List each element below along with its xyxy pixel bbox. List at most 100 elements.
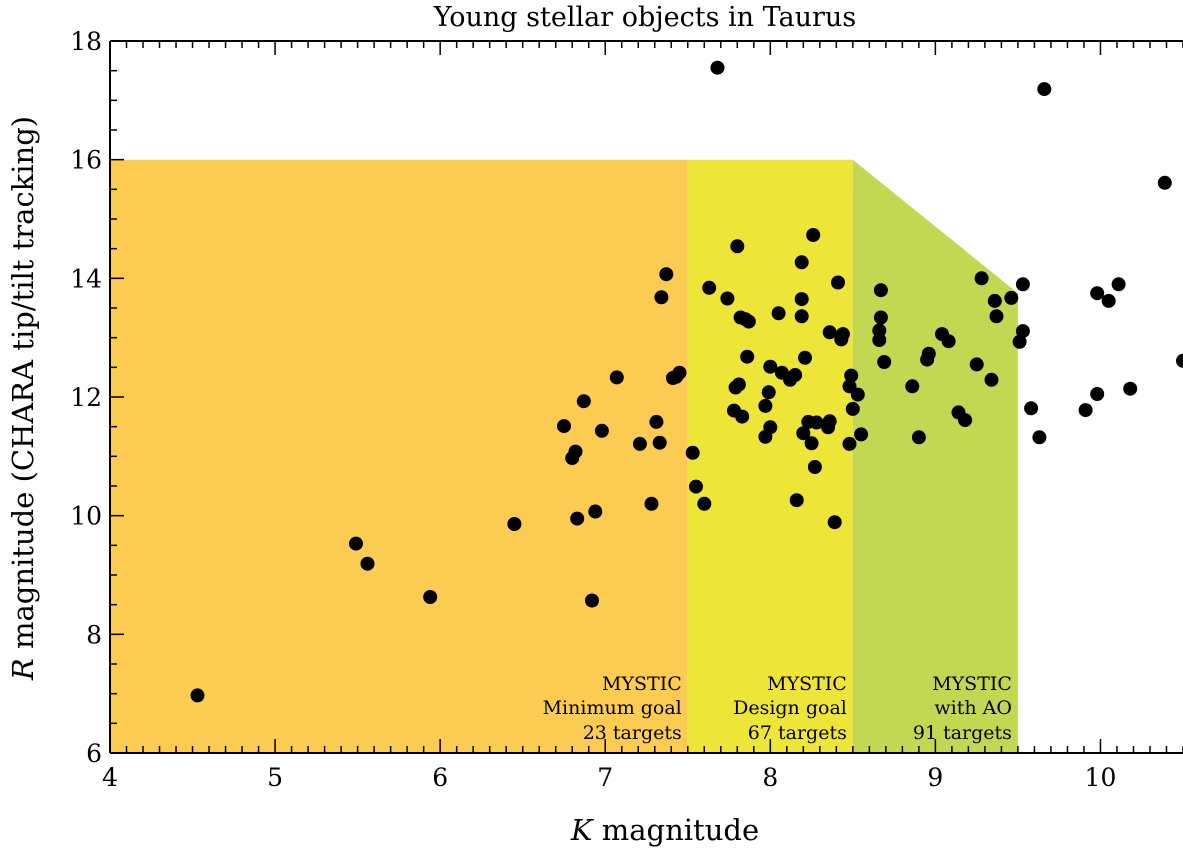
region-2-label-line-2: Design goal bbox=[733, 697, 847, 719]
data-point bbox=[685, 445, 700, 460]
y-axis-title-text: magnitude (CHARA tip/tilt tracking) bbox=[6, 116, 40, 658]
region-1-label-line-3: 23 targets bbox=[583, 722, 682, 744]
data-point bbox=[844, 368, 859, 383]
data-point bbox=[854, 427, 869, 442]
data-point bbox=[1015, 324, 1030, 339]
data-point bbox=[831, 275, 845, 290]
data-point bbox=[1078, 403, 1093, 418]
data-point bbox=[1111, 277, 1126, 292]
y-axis-title: R magnitude (CHARA tip/tilt tracking) bbox=[6, 116, 40, 681]
data-point bbox=[557, 419, 571, 434]
data-point bbox=[740, 349, 755, 364]
data-points bbox=[190, 60, 1183, 703]
region-3-label-line-2: with AO bbox=[934, 697, 1012, 719]
data-point bbox=[809, 415, 824, 430]
data-point bbox=[1101, 293, 1116, 308]
data-point bbox=[594, 423, 609, 438]
data-point bbox=[1012, 334, 1027, 349]
data-point bbox=[921, 346, 936, 361]
data-point bbox=[788, 368, 803, 382]
y-tick-label: 18 bbox=[70, 27, 102, 56]
data-point bbox=[741, 314, 756, 329]
x-axis-title: K magnitude bbox=[570, 813, 759, 847]
y-tick-label: 6 bbox=[86, 739, 102, 768]
data-point bbox=[735, 409, 750, 424]
data-point bbox=[570, 511, 585, 526]
data-point bbox=[877, 355, 892, 369]
data-point bbox=[702, 280, 717, 295]
data-point bbox=[632, 436, 647, 451]
data-point bbox=[798, 350, 812, 365]
data-point bbox=[807, 460, 822, 474]
data-point bbox=[989, 309, 1004, 324]
y-tick-label: 8 bbox=[86, 620, 102, 649]
data-point bbox=[731, 377, 746, 392]
data-point bbox=[720, 291, 735, 306]
data-point bbox=[804, 436, 819, 451]
data-point bbox=[850, 387, 865, 402]
data-point bbox=[659, 267, 674, 282]
data-point bbox=[360, 556, 375, 571]
x-axis-title-symbol: K bbox=[570, 813, 595, 847]
data-point bbox=[1004, 290, 1019, 305]
data-point bbox=[758, 398, 773, 413]
data-point bbox=[1037, 82, 1052, 97]
region-2-label-line-3: 67 targets bbox=[748, 722, 847, 744]
data-point bbox=[969, 357, 984, 372]
region-1 bbox=[110, 159, 688, 753]
data-point bbox=[761, 385, 776, 400]
data-point bbox=[609, 370, 624, 385]
data-point bbox=[822, 325, 837, 340]
x-tick-label: 4 bbox=[102, 763, 118, 792]
y-tick-label: 16 bbox=[70, 146, 102, 175]
data-point bbox=[576, 394, 591, 409]
data-point bbox=[654, 290, 669, 305]
data-point bbox=[423, 590, 438, 604]
data-point bbox=[796, 426, 811, 441]
ticks: 4 5 6 7 8 9 10 6 8 10 12 14 16 18 bbox=[70, 27, 1183, 792]
data-point bbox=[585, 593, 599, 608]
y-tick-label: 12 bbox=[70, 383, 102, 412]
y-tick-label: 14 bbox=[70, 264, 102, 293]
data-point bbox=[763, 359, 778, 374]
x-axis-title-text: magnitude bbox=[593, 813, 760, 847]
x-tick-label: 7 bbox=[597, 763, 613, 792]
data-point bbox=[794, 255, 809, 270]
data-point bbox=[1090, 286, 1105, 301]
region-1-label-line-2: Minimum goal bbox=[543, 697, 682, 719]
data-point bbox=[1015, 277, 1030, 292]
y-axis-title-symbol: R bbox=[6, 658, 40, 681]
data-point bbox=[984, 372, 999, 387]
x-tick-label: 10 bbox=[1085, 763, 1117, 792]
data-point bbox=[507, 517, 522, 531]
region-3-label-line-3: 91 targets bbox=[913, 722, 1012, 744]
data-point bbox=[349, 536, 363, 551]
data-point bbox=[872, 333, 887, 347]
data-point bbox=[652, 435, 667, 450]
data-point bbox=[763, 420, 778, 435]
data-point bbox=[974, 271, 989, 286]
data-point bbox=[568, 444, 583, 459]
target-regions bbox=[110, 159, 1018, 753]
data-point bbox=[941, 334, 956, 349]
data-point bbox=[911, 430, 926, 445]
x-tick-label: 9 bbox=[927, 763, 943, 792]
data-point bbox=[806, 228, 821, 242]
data-point bbox=[697, 496, 712, 511]
data-point bbox=[789, 493, 804, 508]
data-point bbox=[905, 379, 920, 394]
y-tick-label: 10 bbox=[70, 502, 102, 531]
data-point bbox=[827, 515, 842, 530]
data-point bbox=[958, 413, 973, 428]
region-1-label-line-1: MYSTIC bbox=[602, 673, 682, 695]
data-point bbox=[644, 496, 659, 511]
region-3 bbox=[852, 159, 1018, 753]
data-point bbox=[710, 60, 725, 75]
x-tick-label: 8 bbox=[762, 763, 778, 792]
data-point bbox=[771, 306, 786, 321]
data-point bbox=[835, 327, 850, 342]
data-point bbox=[794, 309, 809, 324]
data-point bbox=[1032, 430, 1047, 445]
region-2 bbox=[687, 159, 853, 753]
